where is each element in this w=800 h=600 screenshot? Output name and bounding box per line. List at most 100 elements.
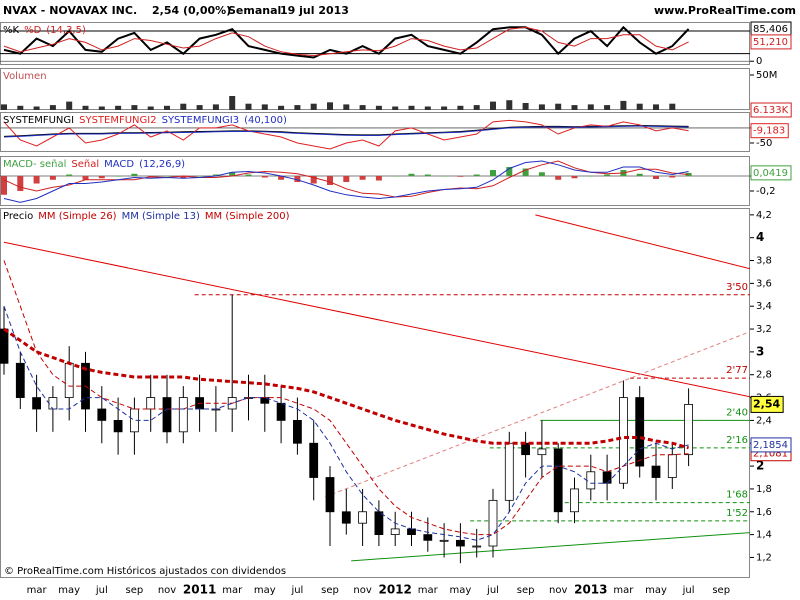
value-label-box (750, 34, 792, 50)
bar (17, 176, 24, 192)
bar (49, 176, 56, 180)
y-tick-label: 1,4 (756, 530, 772, 541)
bar (571, 176, 578, 179)
bar (408, 173, 415, 177)
candle-body (276, 402, 286, 421)
candle-body (619, 397, 628, 484)
y-tick-label: -50 (756, 138, 772, 149)
series-line (3, 160, 689, 203)
bar (82, 105, 89, 110)
bar (164, 105, 170, 110)
candle-body (358, 511, 368, 524)
candle-body (602, 471, 612, 484)
bar (212, 174, 219, 177)
candle-body (97, 408, 107, 421)
level-label: 3'50 (726, 282, 748, 293)
bar (294, 176, 301, 183)
bar (327, 102, 333, 110)
bar (669, 176, 676, 178)
y-tick-label: 1,8 (756, 484, 772, 495)
value-label: 0,0419 (753, 168, 788, 179)
y-tick-label: 3,4 (756, 301, 772, 312)
candle-body (651, 465, 661, 478)
bar (115, 105, 122, 110)
value-label: 51,210 (753, 37, 788, 48)
panel-title: MM (Simple 13) (122, 211, 200, 222)
candle-body (504, 442, 514, 501)
bar (392, 176, 399, 177)
bar (261, 104, 268, 110)
bar (33, 106, 40, 110)
bar (522, 168, 529, 177)
bar (98, 106, 105, 110)
candle-body (178, 397, 188, 433)
y-tick-label: 2 (756, 459, 764, 473)
bar (669, 103, 676, 110)
x-tick-label: jul (290, 585, 303, 596)
bar (310, 176, 317, 184)
bar (261, 176, 268, 178)
x-tick-label: may (450, 585, 472, 596)
series-line (3, 25, 690, 59)
trend-line (351, 532, 750, 562)
value-label-box (750, 102, 792, 118)
candle-body (64, 362, 74, 398)
candle-body (341, 511, 351, 524)
bar (1, 176, 7, 195)
bar (131, 173, 138, 177)
candle-body (472, 545, 482, 548)
bar (180, 103, 187, 110)
x-tick-label: sep (126, 585, 144, 596)
bar (555, 103, 562, 110)
bar (522, 103, 529, 110)
candle-body (407, 528, 416, 536)
trend-line (535, 214, 750, 270)
bar (98, 176, 105, 179)
candle-body (162, 397, 172, 433)
panel-title: (12,26,9) (139, 159, 185, 170)
site: www.ProRealTime.com (654, 4, 796, 17)
x-tick-label: mar (222, 585, 243, 596)
series-line (3, 125, 689, 138)
bar (587, 104, 594, 110)
y-tick-label: 4 (756, 230, 764, 244)
candle-body (32, 397, 41, 410)
bar (457, 105, 464, 110)
candle-body (488, 499, 498, 547)
candle-body (521, 442, 530, 456)
panel-title: MACD (104, 159, 134, 170)
series-line (3, 306, 689, 541)
x-tick-label: sep (321, 585, 339, 596)
candle-body (374, 511, 384, 536)
quote: 2,54 (0,00%) (152, 4, 231, 17)
bar (538, 104, 545, 110)
bar (82, 176, 89, 180)
bar (327, 176, 333, 186)
level-label: 1'68 (726, 490, 748, 501)
value-label: 2,1081 (753, 449, 788, 460)
bar (392, 106, 399, 110)
x-tick-label: nov (353, 585, 371, 596)
bar (66, 101, 73, 110)
level-label: 2'40 (726, 407, 748, 418)
candle-body (537, 448, 547, 456)
bar (294, 105, 301, 110)
bar (17, 105, 24, 110)
bar (490, 170, 496, 177)
bar (147, 106, 154, 110)
bar (604, 105, 611, 110)
y-tick-label: 3,2 (756, 324, 772, 335)
series-line (3, 327, 690, 450)
bar (604, 174, 611, 177)
bar (278, 176, 285, 180)
x-tick-label: mar (27, 585, 48, 596)
candle-body (15, 362, 25, 398)
value-label-box (750, 123, 789, 139)
bar (343, 104, 350, 110)
x-tick-label: may (645, 585, 667, 596)
x-tick-label: sep (712, 585, 730, 596)
bar (229, 172, 236, 177)
x-tick-label: 2012 (378, 583, 411, 597)
value-label: -9,183 (753, 126, 785, 137)
